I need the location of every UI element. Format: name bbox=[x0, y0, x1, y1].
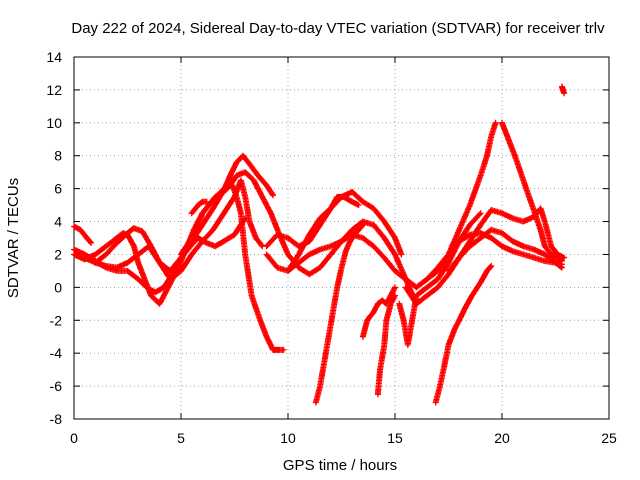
series-0-points bbox=[71, 223, 95, 246]
y-tick-label: -6 bbox=[50, 378, 63, 394]
y-tick-label: -2 bbox=[50, 312, 63, 328]
x-tick-label: 20 bbox=[494, 430, 510, 446]
grid-lines bbox=[74, 57, 609, 419]
y-axis-label: SDTVAR / TECUs bbox=[5, 178, 22, 298]
y-tick-label: 12 bbox=[46, 82, 62, 98]
series-16 bbox=[432, 263, 495, 406]
x-tick-label: 15 bbox=[387, 430, 403, 446]
series-12 bbox=[374, 292, 398, 398]
y-tick-label: 10 bbox=[46, 115, 62, 131]
series-14-points bbox=[424, 119, 499, 283]
series-18-points bbox=[445, 226, 565, 274]
series-0 bbox=[71, 223, 95, 246]
series-4-points bbox=[92, 215, 249, 274]
series-6-points bbox=[188, 198, 210, 217]
series-14 bbox=[424, 119, 499, 283]
y-tick-label: 14 bbox=[46, 49, 62, 65]
y-tick-label: 0 bbox=[54, 279, 62, 295]
series-6 bbox=[188, 198, 210, 217]
y-tick-label: 2 bbox=[54, 246, 62, 262]
series-8-points bbox=[263, 193, 362, 250]
chart-title: Day 222 of 2024, Sidereal Day-to-day VTE… bbox=[71, 20, 605, 37]
series-8 bbox=[263, 193, 362, 250]
series-4 bbox=[92, 215, 249, 274]
x-axis-label: GPS time / hours bbox=[283, 457, 397, 474]
series-18 bbox=[445, 226, 565, 274]
y-tick-label: 4 bbox=[54, 214, 62, 230]
series-10 bbox=[312, 221, 366, 406]
y-tick-label: -8 bbox=[50, 411, 63, 427]
axis-ticks: 0 5 10 15 20 25 -8 -6 -4 -2 0 2 4 6 8 10 12 14 bbox=[46, 49, 617, 446]
x-tick-label: 5 bbox=[177, 430, 185, 446]
series-15-points bbox=[499, 119, 565, 264]
series-12-points bbox=[374, 292, 398, 398]
series-11-points bbox=[359, 284, 398, 340]
series-11 bbox=[359, 284, 398, 340]
series-3 bbox=[81, 177, 266, 283]
y-tick-label: 6 bbox=[54, 181, 62, 197]
plot-frame bbox=[73, 56, 610, 420]
x-tick-label: 0 bbox=[70, 430, 78, 446]
series-5 bbox=[178, 169, 420, 307]
series-10-points bbox=[312, 221, 366, 406]
series-16-points bbox=[432, 263, 495, 406]
x-tick-label: 25 bbox=[601, 430, 617, 446]
series-19-points bbox=[558, 83, 568, 97]
x-tick-label: 10 bbox=[280, 430, 296, 446]
series-19 bbox=[558, 83, 568, 97]
y-tick-label: 8 bbox=[54, 148, 62, 164]
series-5-points bbox=[178, 169, 420, 307]
data-marks bbox=[71, 83, 568, 406]
series-15 bbox=[499, 119, 565, 264]
series-3-points bbox=[81, 177, 266, 283]
y-tick-label: -4 bbox=[50, 345, 63, 361]
